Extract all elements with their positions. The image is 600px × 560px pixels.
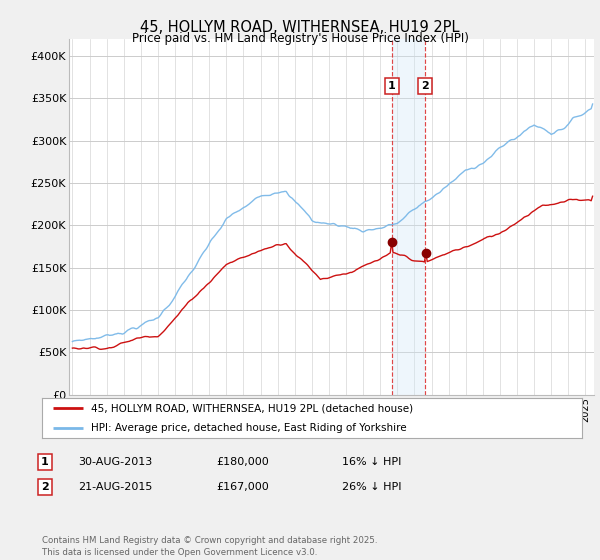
Text: 45, HOLLYM ROAD, WITHERNSEA, HU19 2PL (detached house): 45, HOLLYM ROAD, WITHERNSEA, HU19 2PL (d… [91, 404, 413, 413]
Text: 2: 2 [41, 482, 49, 492]
Text: £167,000: £167,000 [216, 482, 269, 492]
Text: 1: 1 [41, 457, 49, 467]
Text: 26% ↓ HPI: 26% ↓ HPI [342, 482, 401, 492]
Text: 30-AUG-2013: 30-AUG-2013 [78, 457, 152, 467]
Text: Price paid vs. HM Land Registry's House Price Index (HPI): Price paid vs. HM Land Registry's House … [131, 32, 469, 45]
Text: Contains HM Land Registry data © Crown copyright and database right 2025.
This d: Contains HM Land Registry data © Crown c… [42, 536, 377, 557]
Bar [392, 39, 425, 395]
Text: 16% ↓ HPI: 16% ↓ HPI [342, 457, 401, 467]
Text: 21-AUG-2015: 21-AUG-2015 [78, 482, 152, 492]
Text: 1: 1 [388, 81, 395, 91]
Text: 2: 2 [422, 81, 429, 91]
Text: £180,000: £180,000 [216, 457, 269, 467]
Text: 45, HOLLYM ROAD, WITHERNSEA, HU19 2PL: 45, HOLLYM ROAD, WITHERNSEA, HU19 2PL [140, 20, 460, 35]
Text: HPI: Average price, detached house, East Riding of Yorkshire: HPI: Average price, detached house, East… [91, 423, 406, 433]
